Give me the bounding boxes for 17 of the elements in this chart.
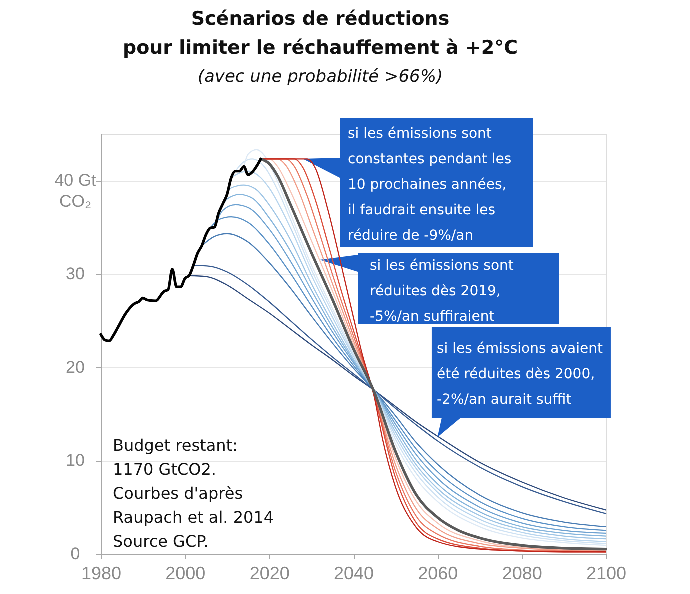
- chart-subtitle: (avec une probabilité >66%): [198, 67, 444, 87]
- x-tick-label: 2020: [250, 564, 290, 584]
- x-tick-label: 2060: [418, 564, 458, 584]
- annotation: Budget restant: 1170 GtCO2. Courbes d'après Raupach et al. 2014 Source GCP.: [113, 436, 274, 551]
- x-tick-label: 2080: [502, 564, 542, 584]
- y-tick-label: 20: [66, 358, 85, 377]
- y-tick-label: 30: [66, 264, 85, 284]
- y-tick-label: 0: [70, 544, 80, 564]
- x-tick-label: 1980: [81, 564, 122, 584]
- x-tick-label: 2040: [334, 564, 374, 584]
- annotation: si les émissions sont réduites dès 2019, -5%/an suffiraient: [370, 258, 514, 325]
- y-tick-label: 10: [66, 451, 85, 470]
- chart-title: Scénarios de réductions pour limiter le réchauffement à +2°C: [122, 8, 518, 59]
- x-tick-label: 2100: [586, 564, 627, 584]
- x-tick-label: 2000: [166, 564, 206, 584]
- y-tick-label: 40 Gt CO₂: [54, 171, 97, 212]
- annotation: si les émissions avaient été réduites dès 2000, -2%/an aurait suffit: [437, 341, 604, 408]
